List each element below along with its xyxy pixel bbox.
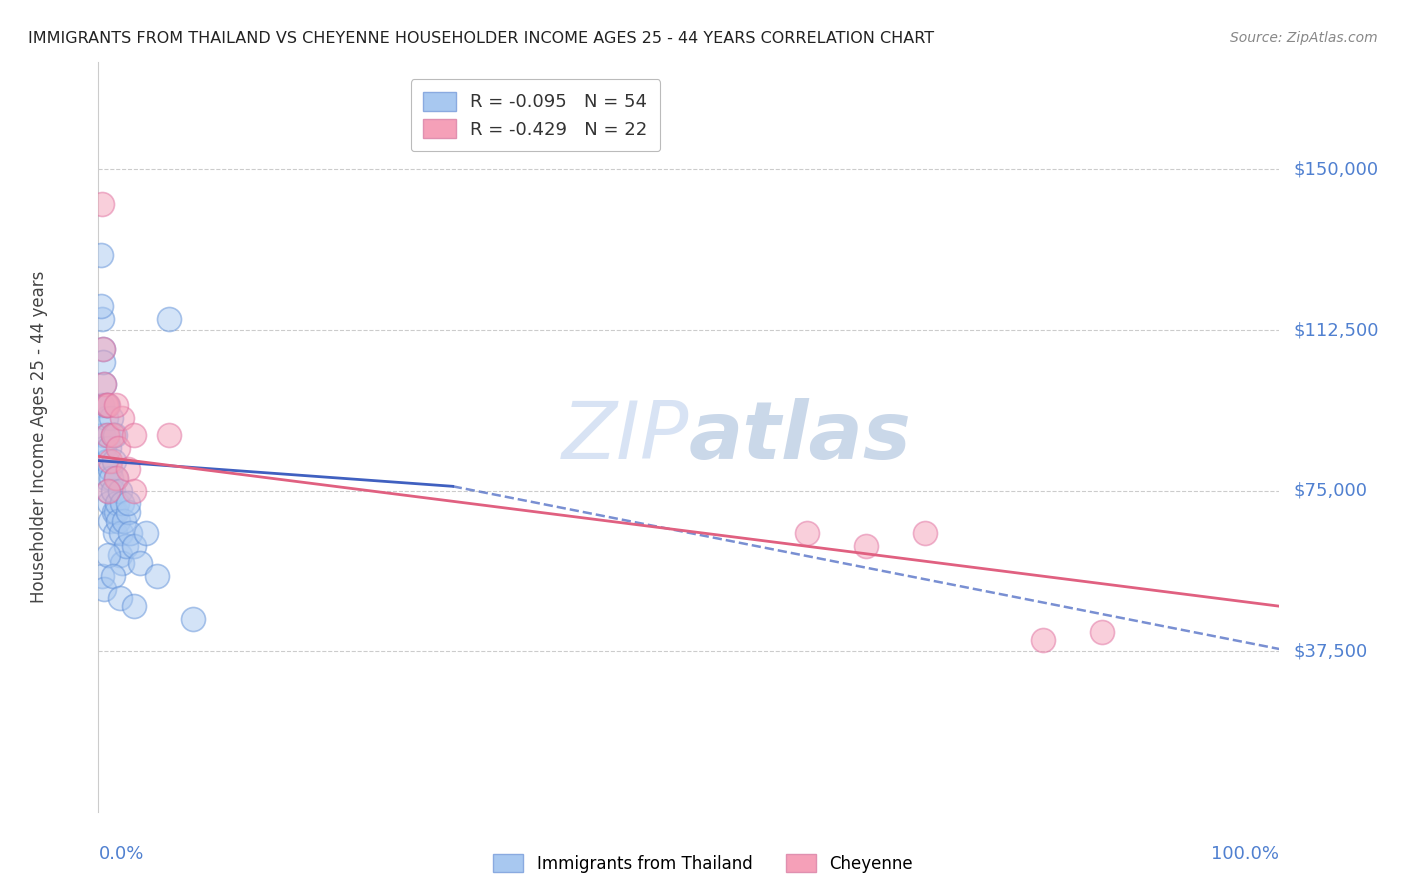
Point	[111, 557, 134, 571]
Point	[101, 428, 124, 442]
Text: IMMIGRANTS FROM THAILAND VS CHEYENNE HOUSEHOLDER INCOME AGES 25 - 44 YEARS CORRE: IMMIGRANTS FROM THAILAND VS CHEYENNE HOU…	[28, 31, 934, 46]
Point	[97, 428, 120, 442]
Text: Householder Income Ages 25 - 44 years: Householder Income Ages 25 - 44 years	[31, 271, 48, 603]
Point	[157, 428, 180, 442]
Point	[105, 471, 128, 485]
Point	[98, 462, 121, 476]
Point	[110, 526, 132, 541]
Point	[1091, 624, 1114, 639]
Legend: Immigrants from Thailand, Cheyenne: Immigrants from Thailand, Cheyenne	[486, 847, 920, 880]
Point	[105, 496, 128, 510]
Text: $112,500: $112,500	[1294, 321, 1379, 339]
Point	[91, 569, 114, 583]
Point	[91, 196, 114, 211]
Point	[117, 462, 139, 476]
Point	[101, 569, 124, 583]
Point	[107, 514, 129, 528]
Point	[94, 471, 117, 485]
Text: 0.0%: 0.0%	[98, 846, 143, 863]
Point	[107, 441, 129, 455]
Point	[122, 428, 145, 442]
Point	[108, 548, 131, 562]
Point	[111, 496, 134, 510]
Text: $150,000: $150,000	[1294, 161, 1379, 178]
Point	[128, 557, 150, 571]
Point	[111, 410, 134, 425]
Point	[98, 441, 121, 455]
Point	[98, 453, 121, 467]
Point	[97, 483, 120, 498]
Point	[91, 355, 114, 369]
Point	[93, 441, 115, 455]
Point	[94, 398, 117, 412]
Point	[91, 343, 114, 357]
Point	[114, 539, 136, 553]
Point	[101, 428, 124, 442]
Point	[91, 428, 114, 442]
Point	[117, 505, 139, 519]
Point	[122, 539, 145, 553]
Point	[98, 496, 121, 510]
Point	[122, 483, 145, 498]
Point	[90, 300, 112, 314]
Point	[97, 398, 120, 412]
Point	[796, 526, 818, 541]
Point	[91, 398, 114, 412]
Point	[100, 410, 122, 425]
Text: Source: ZipAtlas.com: Source: ZipAtlas.com	[1230, 31, 1378, 45]
Point	[855, 539, 877, 553]
Point	[103, 505, 125, 519]
Point	[97, 483, 120, 498]
Point	[181, 612, 204, 626]
Text: atlas: atlas	[689, 398, 911, 476]
Point	[104, 428, 127, 442]
Point	[96, 428, 118, 442]
Text: ZIP: ZIP	[561, 398, 689, 476]
Point	[146, 569, 169, 583]
Text: 100.0%: 100.0%	[1212, 846, 1279, 863]
Point	[105, 398, 128, 412]
Point	[1032, 633, 1054, 648]
Text: $75,000: $75,000	[1294, 482, 1368, 500]
Point	[117, 496, 139, 510]
Point	[94, 410, 117, 425]
Legend: R = -0.095   N = 54, R = -0.429   N = 22: R = -0.095 N = 54, R = -0.429 N = 22	[411, 79, 661, 152]
Point	[914, 526, 936, 541]
Point	[108, 591, 131, 605]
Point	[157, 312, 180, 326]
Point	[104, 526, 127, 541]
Point	[97, 548, 120, 562]
Point	[93, 376, 115, 391]
Point	[91, 312, 114, 326]
Point	[101, 483, 124, 498]
Point	[90, 248, 112, 262]
Point	[96, 398, 118, 412]
Point	[105, 471, 128, 485]
Point	[103, 453, 125, 467]
Point	[135, 526, 157, 541]
Point	[100, 471, 122, 485]
Point	[93, 376, 115, 391]
Point	[96, 398, 118, 412]
Point	[112, 514, 135, 528]
Point	[122, 599, 145, 614]
Point	[91, 343, 114, 357]
Point	[96, 453, 118, 467]
Text: $37,500: $37,500	[1294, 642, 1368, 660]
Point	[98, 514, 121, 528]
Point	[120, 526, 142, 541]
Point	[108, 483, 131, 498]
Point	[93, 582, 115, 596]
Point	[105, 505, 128, 519]
